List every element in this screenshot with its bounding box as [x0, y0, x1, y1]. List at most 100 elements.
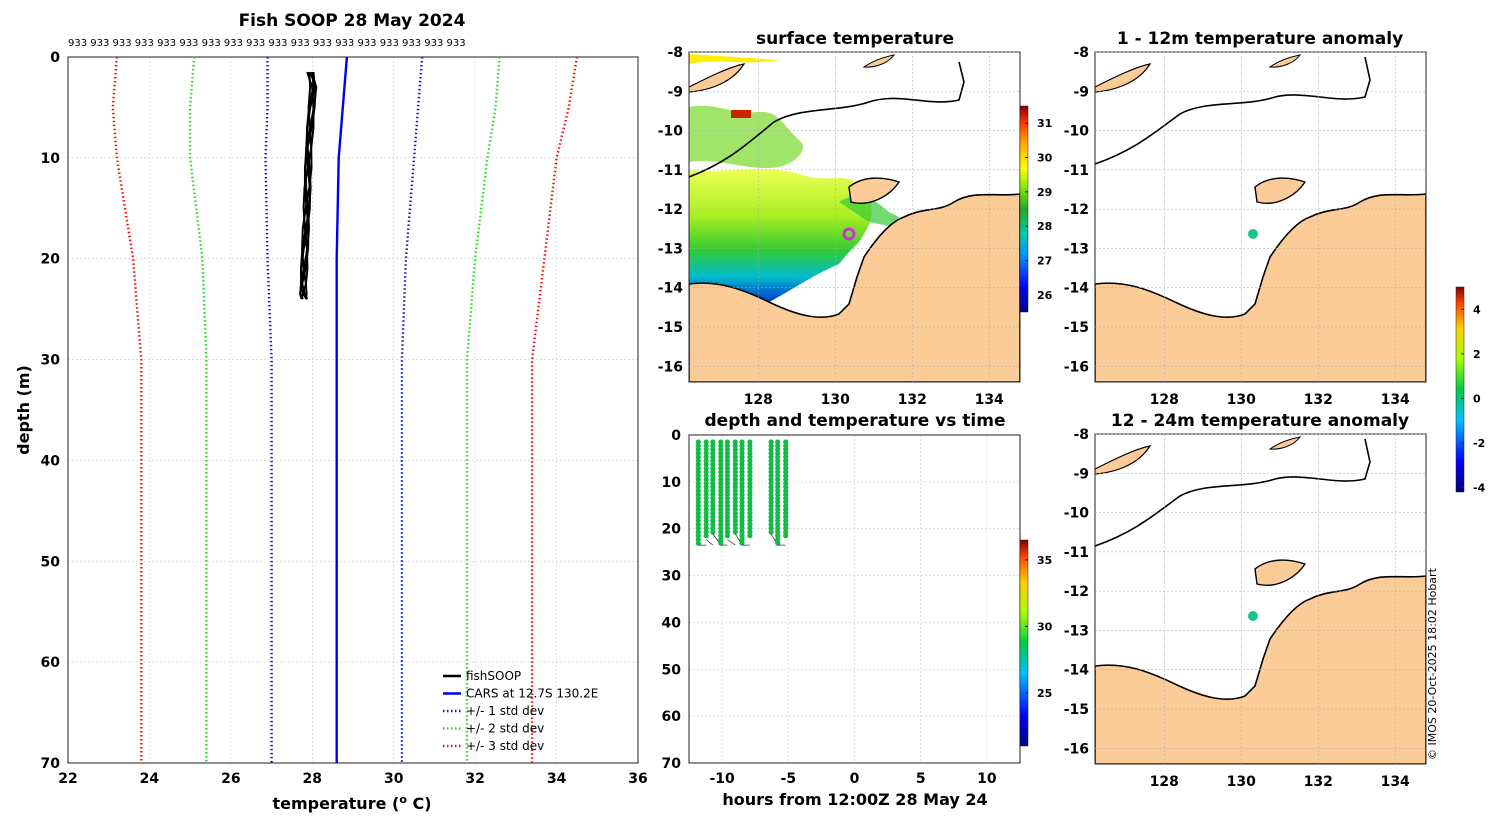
depth-time-point: [703, 488, 709, 494]
depth-time-point: [783, 465, 789, 471]
depth-time-point: [739, 540, 745, 546]
map-lon-tick: 134: [1381, 392, 1410, 408]
map-lat-tick: -14: [1064, 281, 1090, 297]
depth-time-point: [732, 454, 738, 460]
depth-time-point: [783, 484, 789, 490]
anomaly-12-24m-panel: 12 - 24m temperature anomaly -8-9-10-11-…: [1064, 411, 1427, 790]
depth-time-point: [724, 465, 731, 471]
map-lon-tick: 132: [898, 392, 927, 408]
depth-time-point: [747, 461, 753, 468]
depth-time-point: [739, 521, 745, 528]
depth-time-point: [775, 488, 781, 494]
profile-x-tick: 32: [465, 771, 484, 787]
depth-time-point: [739, 439, 745, 445]
sst-hot-spot: [731, 110, 751, 118]
depth-time-point: [783, 533, 789, 539]
anomaly-1-12m-panel: 1 - 12m temperature anomaly -8 -9 -10 -11 -1…: [1064, 29, 1486, 495]
legend-label: +/- 1 std dev: [466, 704, 544, 718]
colorbar-tick-label: 26: [1037, 289, 1053, 302]
profile-y-tick: 40: [41, 453, 61, 469]
depth-time-point: [739, 510, 745, 516]
depth-time-point: [718, 454, 724, 460]
depth-time-point: [768, 518, 774, 524]
profile-y-tick: 0: [50, 50, 60, 66]
depth-time-point: [768, 510, 774, 516]
depth-time-point: [695, 458, 701, 464]
depth-time-x-tick: 5: [916, 771, 926, 787]
depth-time-point: [747, 450, 753, 456]
depth-time-point: [695, 536, 701, 543]
depth-time-point: [739, 518, 745, 524]
map-lat-tick: -12: [658, 202, 683, 218]
depth-time-point: [710, 480, 716, 486]
depth-time-point: [747, 518, 753, 524]
map-lat-tick: -13: [1064, 241, 1089, 257]
depth-time-point: [747, 533, 753, 539]
depth-time-point: [732, 491, 738, 498]
depth-time-point: [732, 458, 738, 464]
depth-time-point: [710, 473, 716, 479]
depth-time-y-tick: 10: [662, 475, 682, 491]
map-lat-tick: -16: [658, 359, 683, 375]
depth-time-point: [724, 461, 731, 468]
depth-time-point: [768, 469, 774, 475]
depth-time-point: [739, 491, 745, 498]
map-lat-tick: -15: [1064, 702, 1089, 718]
depth-time-point: [718, 514, 724, 520]
depth-time-point: [775, 461, 781, 468]
depth-time-point: [775, 503, 781, 509]
depth-time-x-tick: 10: [977, 771, 997, 787]
depth-time-point: [739, 525, 745, 531]
depth-time-point: [695, 446, 701, 453]
anomaly-12-24m-small-island: [1268, 436, 1302, 450]
depth-time-point: [703, 465, 709, 471]
depth-time-point: [768, 443, 774, 449]
depth-time-point: [695, 503, 701, 509]
depth-time-point: [768, 499, 774, 505]
depth-time-point: [775, 465, 781, 471]
depth-time-point: [718, 484, 724, 490]
profile-series-line: [111, 56, 143, 763]
depth-time-point: [732, 480, 738, 486]
depth-time-point: [703, 476, 709, 483]
anomaly-colorbar: [1455, 286, 1465, 493]
map-lat-tick: -15: [1064, 320, 1089, 336]
depth-time-point: [724, 484, 731, 490]
map-lon-tick: 130: [1227, 774, 1256, 790]
sst-colorbar-ticks: 26 27 28 29 30 31: [1025, 117, 1053, 302]
legend-label: CARS at 12.7S 130.2E: [466, 687, 598, 701]
profile-x-label: temperature (o C): [272, 793, 431, 813]
depth-time-point: [710, 518, 716, 524]
depth-time-point: [703, 454, 709, 460]
depth-time-point: [710, 484, 716, 490]
depth-time-point: [703, 461, 709, 468]
depth-time-point: [710, 510, 716, 516]
colorbar-tick-label: -2: [1473, 437, 1485, 450]
profile-y-ticks: 0 10 20 30 40 50 60 70: [41, 50, 61, 772]
depth-time-point: [768, 514, 774, 520]
depth-time-point: [768, 439, 774, 445]
depth-time-point: [710, 454, 716, 460]
depth-time-point: [724, 533, 731, 539]
depth-time-point: [703, 480, 709, 486]
anomaly-1-12m-island: [1254, 177, 1307, 204]
depth-time-colorbar: [1019, 539, 1029, 747]
depth-time-point: [747, 446, 753, 453]
depth-time-point: [695, 480, 701, 486]
sst-field-northwest: [689, 54, 779, 64]
depth-time-point: [724, 450, 731, 456]
map-lat-tick: -15: [658, 320, 683, 336]
depth-time-point: [783, 450, 789, 456]
map-lat-tick: -10: [1064, 124, 1090, 140]
depth-time-point: [710, 476, 716, 483]
sst-fishsoop-marker: [842, 227, 856, 241]
sst-eez-boundary: [689, 61, 965, 178]
depth-time-point: [732, 443, 738, 449]
profile-series-line: [530, 56, 579, 763]
depth-time-point: [724, 469, 731, 475]
depth-time-point: [775, 484, 781, 490]
depth-time-point: [718, 473, 724, 479]
depth-time-point: [747, 465, 753, 471]
sst-field-coastal: [839, 196, 899, 227]
map-lat-tick: -9: [667, 84, 683, 100]
